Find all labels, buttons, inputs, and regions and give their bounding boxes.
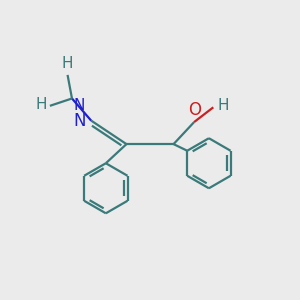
Text: N: N <box>73 112 86 130</box>
Text: H: H <box>35 97 47 112</box>
Text: O: O <box>188 101 201 119</box>
Text: H: H <box>62 56 73 71</box>
Text: H: H <box>218 98 229 113</box>
Text: N: N <box>74 98 85 113</box>
